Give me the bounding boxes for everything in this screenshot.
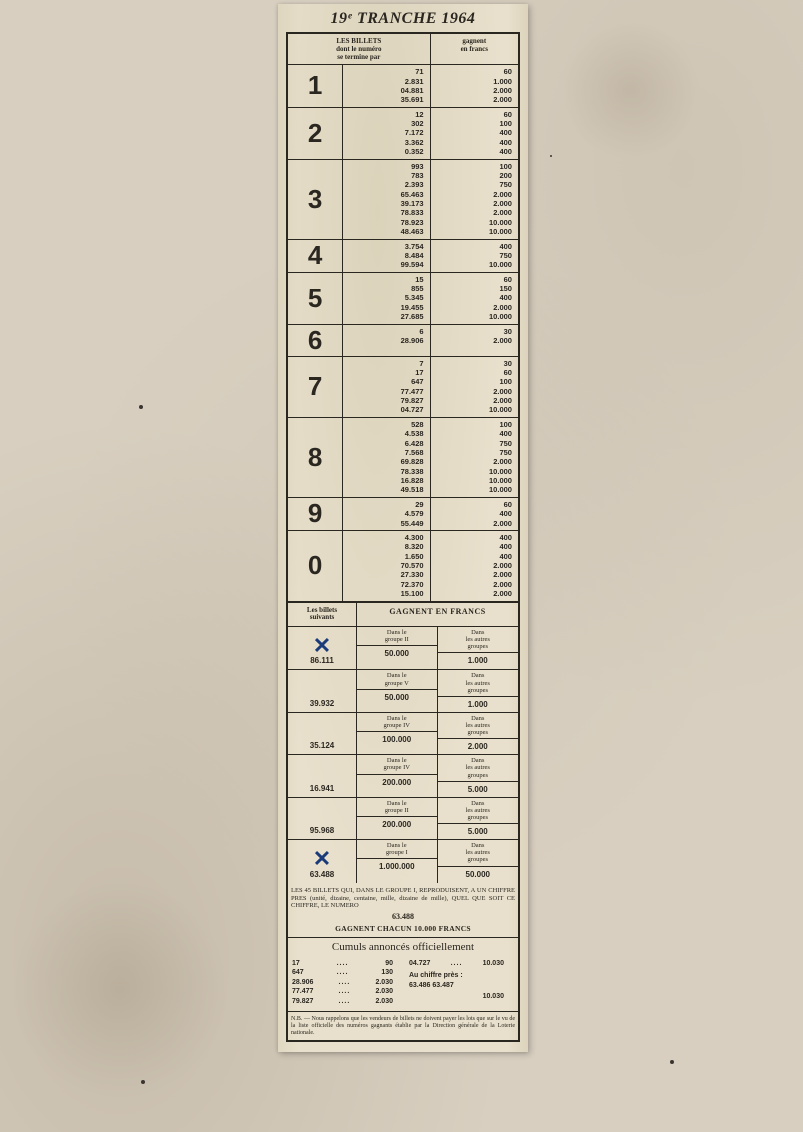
special-row-95.968: 95.968Dans legroupe II200.000Dansles aut… (288, 798, 518, 840)
digit-row-6: 6628.906302.000 (288, 325, 518, 357)
winnings-0: 4004004002.0002.0002.0002.000 (431, 531, 518, 601)
digit-row-9: 9294.57955.449604002.000 (288, 498, 518, 531)
cumuls-title: Cumuls annoncés officiellement (288, 938, 518, 956)
au-chiffre-pres-nums: 63.486 63.487 (409, 981, 514, 990)
special-prizes-section: Les billetssuivants GAGNENT EN FRANCS ✕8… (288, 601, 518, 883)
cumul-line: 28.906....2.030 (292, 978, 403, 987)
ticket-35.124: 35.124 (288, 713, 357, 754)
special-row-35.124: 35.124Dans legroupe IV100.000Dansles aut… (288, 713, 518, 755)
numbers-ending-7: 71764777.47779.82704.727 (343, 357, 430, 417)
group-win-63.488: Dans legroupe I1.000.000 (357, 840, 438, 883)
cumul-line: 647....130 (292, 968, 403, 977)
cross-mark: ✕ (313, 850, 331, 868)
special-row-86.111: ✕86.111Dans legroupe II50.000Dansles aut… (288, 627, 518, 671)
ticket-39.932: 39.932 (288, 670, 357, 711)
other-win-63.488: Dansles autresgroupes50.000 (438, 840, 519, 883)
cumul-line: 17....90 (292, 959, 403, 968)
cumuls-left-col: 17....90647....13028.906....2.03077.477.… (292, 959, 403, 1006)
other-win-16.941: Dansles autresgroupes5.000 (438, 755, 519, 796)
digit-3: 3 (288, 160, 343, 239)
section2-right-head: GAGNENT EN FRANCS (357, 603, 518, 626)
cumuls-right-col: 04.727....10.030 Au chiffre près :63.486 … (403, 959, 514, 1006)
numbers-ending-5: 158555.34519.45527.685 (343, 273, 430, 324)
digit-row-2: 2123027.1723.3620.35260100400400400 (288, 108, 518, 160)
digit-row-1: 1712.83104.88135.691601.0002.0002.000 (288, 65, 518, 108)
numbers-ending-2: 123027.1723.3620.352 (343, 108, 430, 159)
au-chiffre-pres-label: Au chiffre près : (409, 971, 514, 980)
winnings-9: 604002.000 (431, 498, 518, 530)
note45-text: LES 45 BILLETS QUI, DANS LE GROUPE I, RE… (291, 887, 515, 910)
tranche-title: 19ᵉ TRANCHE 1964 (286, 10, 520, 28)
cumuls-block: 17....90647....13028.906....2.03077.477.… (288, 956, 518, 1012)
other-win-35.124: Dansles autresgroupes2.000 (438, 713, 519, 754)
digit-row-3: 39937832.39365.46339.17378.83378.92348.4… (288, 160, 518, 240)
winnings-6: 302.000 (431, 325, 518, 356)
note45-number: 63.488 (291, 912, 515, 922)
digit-row-8: 85284.5386.4287.56869.82878.33816.82849.… (288, 418, 518, 498)
section2-header: Les billetssuivants GAGNENT EN FRANCS (288, 603, 518, 627)
other-win-39.932: Dansles autresgroupes1.000 (438, 670, 519, 711)
ticket-16.941: 16.941 (288, 755, 357, 796)
group-win-95.968: Dans legroupe II200.000 (357, 798, 438, 839)
digit-1: 1 (288, 65, 343, 107)
digit-2: 2 (288, 108, 343, 159)
special-row-16.941: 16.941Dans legroupe IV200.000Dansles aut… (288, 755, 518, 797)
ticket-63.488: ✕63.488 (288, 840, 357, 883)
winnings-7: 30601002.0002.00010.000 (431, 357, 518, 417)
ticket-95.968: 95.968 (288, 798, 357, 839)
winnings-5: 601504002.00010.000 (431, 273, 518, 324)
digit-9: 9 (288, 498, 343, 530)
cross-mark: ✕ (313, 637, 331, 655)
special-row-63.488: ✕63.488Dans legroupe I1.000.000Dansles a… (288, 840, 518, 883)
nota-bene: N.B. — Nous rappelons que les vendeurs d… (288, 1012, 518, 1040)
note45-gagnent: GAGNENT CHACUN 10.000 FRANCS (291, 924, 515, 933)
digit-5: 5 (288, 273, 343, 324)
digit-row-5: 5158555.34519.45527.685601504002.00010.0… (288, 273, 518, 325)
digit-4: 4 (288, 240, 343, 272)
winnings-1: 601.0002.0002.000 (431, 65, 518, 107)
group-win-39.932: Dans legroupe V50.000 (357, 670, 438, 711)
group-win-35.124: Dans legroupe IV100.000 (357, 713, 438, 754)
newspaper-clipping: 19ᵉ TRANCHE 1964 LES BILLETSdont le numé… (278, 4, 528, 1052)
digit-row-7: 771764777.47779.82704.72730601002.0002.0… (288, 357, 518, 418)
header-gagnent: gagnenten francs (431, 34, 518, 64)
other-win-95.968: Dansles autresgroupes5.000 (438, 798, 519, 839)
digit-row-0: 04.3008.3201.65070.57027.33072.37015.100… (288, 531, 518, 601)
numbers-ending-9: 294.57955.449 (343, 498, 430, 530)
group-win-16.941: Dans legroupe IV200.000 (357, 755, 438, 796)
winnings-4: 40075010.000 (431, 240, 518, 272)
header-billets: LES BILLETSdont le numérose termine par (288, 34, 431, 64)
numbers-ending-6: 628.906 (343, 325, 430, 356)
cumul-line: 77.477....2.030 (292, 987, 403, 996)
cumul-line: 04.727....10.030 (409, 959, 514, 968)
numbers-ending-3: 9937832.39365.46339.17378.83378.92348.46… (343, 160, 430, 239)
digit-7: 7 (288, 357, 343, 417)
note-45-billets: LES 45 BILLETS QUI, DANS LE GROUPE I, RE… (288, 883, 518, 938)
ticket-86.111: ✕86.111 (288, 627, 357, 670)
winnings-2: 60100400400400 (431, 108, 518, 159)
table-header: LES BILLETSdont le numérose termine par … (288, 34, 518, 65)
numbers-ending-1: 712.83104.88135.691 (343, 65, 430, 107)
section2-left-head: Les billetssuivants (288, 603, 357, 626)
numbers-ending-4: 3.7548.48499.594 (343, 240, 430, 272)
winnings-3: 1002007502.0002.0002.00010.00010.000 (431, 160, 518, 239)
numbers-ending-8: 5284.5386.4287.56869.82878.33816.82849.5… (343, 418, 430, 497)
digit-0: 0 (288, 531, 343, 601)
digit-6: 6 (288, 325, 343, 356)
winnings-8: 1004007507502.00010.00010.00010.000 (431, 418, 518, 497)
cumul-line: 79.827....2.030 (292, 997, 403, 1006)
au-chiffre-pres-val: 10.030 (409, 992, 514, 1001)
digit-row-4: 43.7548.48499.59440075010.000 (288, 240, 518, 273)
special-row-39.932: 39.932Dans legroupe V50.000Dansles autre… (288, 670, 518, 712)
digit-8: 8 (288, 418, 343, 497)
results-table: LES BILLETSdont le numérose termine par … (286, 32, 520, 1042)
other-win-86.111: Dansles autresgroupes1.000 (438, 627, 519, 670)
numbers-ending-0: 4.3008.3201.65070.57027.33072.37015.100 (343, 531, 430, 601)
group-win-86.111: Dans legroupe II50.000 (357, 627, 438, 670)
